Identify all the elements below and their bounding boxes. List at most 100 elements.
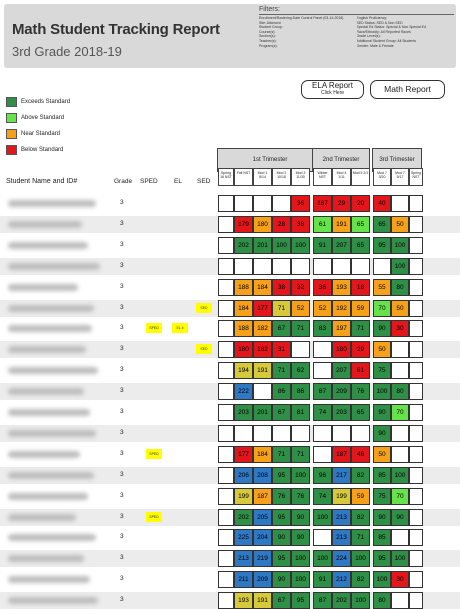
student-name-redacted[interactable] [8,471,94,479]
score-cell [409,257,423,275]
student-name-redacted[interactable] [8,325,92,333]
student-name-redacted[interactable] [8,388,84,396]
student-name-redacted[interactable] [8,283,78,291]
score-cell [218,215,234,233]
column-header: Mod 4 1/11 [332,168,351,186]
table-row[interactable]: 3 SED 180 182 31 180 29 50 [0,341,460,359]
table-row[interactable]: 3 211 209 90 100 91 212 82 100 30 [0,571,460,589]
grade-cell: 3 [120,470,124,478]
legend-label: Near Standard [21,131,61,137]
student-name-redacted[interactable] [8,429,96,437]
legend-swatch [6,145,17,155]
filters-panel: Filters: Enrollment/Rostering Date Contr… [259,6,454,48]
table-row[interactable]: 3 203 201 67 81 74 203 65 90 70 [0,404,460,421]
filter-line: Site: Altamont [259,20,281,25]
filter-line: Course(s): [259,29,276,34]
score-cell: 90 [272,571,291,589]
table-row[interactable]: 3 90 [0,424,460,442]
score-cell: 76 [351,383,370,401]
sed-tag: SED [196,344,212,355]
table-row[interactable]: 3 199 187 76 76 74 199 59 75 70 [0,487,460,505]
score-cell: 204 [253,529,272,547]
student-name-redacted[interactable] [8,346,86,354]
student-name-redacted[interactable] [8,200,96,207]
score-cell: 95 [272,508,291,526]
score-cell [218,466,234,484]
column-labels: Student Name and ID# Grade SPED EL SED [0,178,460,190]
table-row[interactable]: 3 179 180 28 38 61 191 65 65 50 [0,215,460,233]
legend-swatch [6,113,17,123]
grade-cell: 3 [120,575,124,583]
score-cell: 180 [332,341,351,359]
table-row[interactable]: 3 SED 184 177 71 52 52 192 59 70 50 [0,299,460,317]
score-cell: 55 [373,278,391,296]
legend: Exceeds Standard Above Standard Near Stand… [6,94,70,158]
page-title: Math Student Tracking Report [12,21,220,38]
score-cell [409,341,423,359]
table-row[interactable]: 3 194 191 71 62 207 61 75 [0,362,460,380]
student-name-redacted[interactable] [8,367,98,375]
table-row[interactable]: 3 213 219 95 100 100 224 100 95 100 [0,550,460,568]
student-name-redacted[interactable] [8,555,84,563]
score-cell: 91 [313,571,332,589]
student-name-redacted[interactable] [8,534,96,542]
score-cell: 202 [234,508,253,526]
legend-swatch [6,129,17,139]
math-report-button[interactable]: Math Report [370,80,445,99]
score-cell [218,362,234,380]
score-cell: 74 [313,487,332,505]
table-row[interactable]: 3 36 167 29 20 40 [0,195,460,212]
filters-right-column: English Proficiency: SED Status: SED & No… [357,16,455,48]
student-name-redacted[interactable] [8,304,94,312]
table-row[interactable]: 3 SPED 202 205 95 90 100 213 82 90 90 [0,508,460,526]
score-cell: 225 [234,529,253,547]
score-cell: 201 [253,236,272,254]
score-cell: 199 [234,487,253,505]
score-cell [218,445,234,463]
student-name-redacted[interactable] [8,597,98,605]
score-cell: 62 [291,362,310,380]
student-name-redacted[interactable] [8,450,80,458]
table-row[interactable]: 3 202 201 100 100 91 207 65 95 100 [0,236,460,254]
score-cell: 71 [291,320,310,338]
score-cell [409,550,423,568]
column-header: Spring 16 NST [218,168,234,186]
table-row[interactable]: 3 SPED 177 184 71 71 187 46 50 [0,445,460,463]
score-cell: 90 [373,424,391,442]
score-cell: 182 [253,341,272,359]
student-name-redacted[interactable] [8,513,76,521]
score-cell: 80 [373,592,391,609]
score-cell [391,195,409,212]
table-row[interactable]: 3 100 [0,257,460,275]
student-name-redacted[interactable] [8,409,90,416]
filter-line: Enrollment/Rostering Date Control Panel … [259,16,344,20]
table-row[interactable]: 3 222 86 86 87 209 76 100 80 [0,383,460,401]
student-name-redacted[interactable] [8,220,82,228]
ela-report-button[interactable]: ELA Report Click Here [301,80,364,99]
score-cell [313,424,332,442]
score-cell: 100 [291,466,310,484]
table-row[interactable]: 3 193 191 67 95 87 202 100 80 [0,592,460,609]
table-row[interactable]: 3 188 184 38 32 36 193 18 55 80 [0,278,460,296]
table-row[interactable]: 3 225 204 90 90 213 71 85 [0,529,460,547]
score-cell: 70 [373,299,391,317]
score-cell: 193 [332,278,351,296]
score-cell [218,341,234,359]
score-cell [409,487,423,505]
score-cell: 50 [373,445,391,463]
legend-swatch [6,97,17,107]
student-name-redacted[interactable] [8,262,100,270]
score-cell: 211 [234,571,253,589]
table-row[interactable]: 3 206 208 95 100 96 217 82 85 100 [0,466,460,484]
student-name-redacted[interactable] [8,492,88,500]
score-cell [218,571,234,589]
student-name-redacted[interactable] [8,241,88,249]
score-cell [409,445,423,463]
student-name-redacted[interactable] [8,576,90,584]
score-cell: 50 [391,215,409,233]
grade-cell: 3 [120,366,124,374]
score-cell: 30 [391,571,409,589]
sped-tag: SPED [146,511,162,522]
table-row[interactable]: 3 SPED EL 4 188 182 67 71 83 197 71 90 30 [0,320,460,338]
grade-cell: 3 [120,408,124,415]
